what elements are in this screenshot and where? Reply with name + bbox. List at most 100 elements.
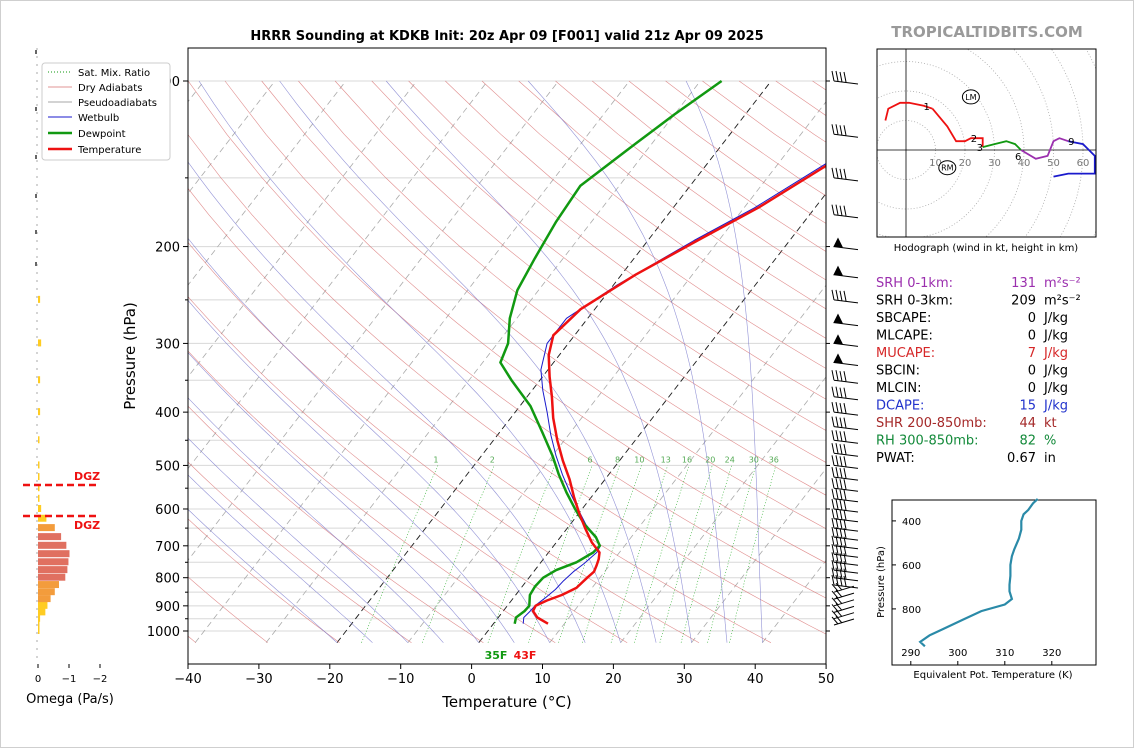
- wind-barb-staff: [831, 455, 859, 469]
- index-label: MLCIN:: [876, 381, 921, 396]
- wind-barb-staff: [831, 498, 859, 513]
- index-value: 0: [1028, 381, 1036, 396]
- omega-bar: [38, 614, 41, 622]
- skewt-area: [188, 48, 826, 664]
- omega-bar: [38, 339, 42, 347]
- mixing-ratio-line: [659, 465, 713, 643]
- hodograph-height-label: 6: [1015, 152, 1021, 163]
- index-value: 131: [1011, 276, 1036, 291]
- skewt-frame: [187, 47, 827, 665]
- omega-xtick-label: −1: [62, 674, 77, 685]
- hodograph-segment: [982, 140, 1022, 151]
- pseudoadiabat-line: [685, 80, 763, 643]
- omega-bar: [38, 461, 40, 469]
- dry-adiabat-line: [261, 80, 826, 530]
- wind-barb: [833, 353, 859, 366]
- index-unit: kt: [1044, 416, 1057, 431]
- wind-barb: [831, 615, 855, 626]
- sfc-dew-label: 35F: [485, 649, 508, 662]
- dry-adiabat-line: [188, 350, 556, 643]
- xtick-label: −30: [245, 672, 272, 687]
- ytick-label: 900: [155, 600, 180, 615]
- wind-barb-staff: [831, 552, 859, 566]
- dry-adiabat-line: [518, 80, 826, 310]
- hodograph-segment: [884, 101, 933, 121]
- theta-e-plot: 290 300 310 320 400 600 800 Equivalent Pot. Te…: [876, 498, 1097, 681]
- omega-faint-mark: [35, 155, 37, 159]
- wind-barb: [831, 467, 859, 481]
- index-value: 7: [1028, 346, 1036, 361]
- omega-bar: [38, 524, 55, 532]
- index-unit: J/kg: [1043, 364, 1068, 379]
- index-unit: in: [1044, 451, 1056, 466]
- index-unit: m²s⁻²: [1044, 276, 1081, 291]
- omega-bar: [38, 436, 40, 444]
- wind-barb: [831, 498, 859, 513]
- dry-adiabat-line: [371, 80, 826, 431]
- wind-barb-pennant: [833, 313, 859, 327]
- hodograph-height-label: 2: [971, 134, 977, 145]
- omega-faint-mark: [35, 230, 37, 234]
- omega-bar: [38, 295, 41, 303]
- pseudoadiabat-line: [188, 299, 515, 643]
- wind-barb: [831, 518, 859, 532]
- skewt-xlabel: Temperature (°C): [441, 693, 571, 711]
- isotherm-line: [194, 80, 630, 643]
- theta-e-line: [918, 498, 1039, 648]
- omega-bar: [38, 550, 70, 558]
- hodograph-ring-label: 20: [959, 158, 972, 169]
- omega-bar: [38, 627, 40, 634]
- index-value: 0.67: [1007, 451, 1036, 466]
- dgz-label-top: DGZ: [74, 470, 100, 483]
- wind-barb: [831, 609, 855, 620]
- mixing-ratio-label: 24: [725, 455, 735, 464]
- pseudoadiabat-line: [279, 80, 657, 643]
- mixing-ratio-line: [487, 465, 555, 643]
- mixing-ratio-label: 36: [769, 455, 779, 464]
- omega-bar: [38, 504, 42, 512]
- pseudoadiabat-line: [188, 397, 444, 643]
- dry-adiabat-line: [408, 80, 826, 400]
- hodograph-ring-label: 50: [1047, 158, 1060, 169]
- legend-label-dewpoint: Dewpoint: [78, 129, 126, 140]
- wind-barb-staff: [831, 124, 859, 138]
- index-value: 0: [1028, 311, 1036, 326]
- pseudoadiabat-line: [188, 474, 373, 643]
- mixing-ratio-line: [422, 465, 495, 643]
- wind-barb-staff: [831, 609, 855, 620]
- wind-barb-staff: [831, 386, 859, 401]
- mixing-ratio-label: 8: [615, 455, 620, 464]
- theta-e-ylabel: Pressure (hPa): [876, 546, 887, 618]
- hodograph-height-label: 1: [924, 102, 930, 113]
- mixing-ratio-label: 6: [588, 455, 593, 464]
- wind-barb: [831, 567, 859, 582]
- mixing-ratio-label: 10: [634, 455, 644, 464]
- wind-barb-staff: [831, 527, 859, 541]
- series-temperature-line: [531, 164, 826, 625]
- index-label: MUCAPE:: [876, 346, 935, 361]
- wind-barb: [831, 370, 859, 384]
- omega-bar: [38, 620, 40, 628]
- xtick-label: 0: [467, 672, 475, 687]
- indices-panel: SRH 0-1km: 131 m²s⁻² SRH 0-3km: 209 m²s⁻² SBCA…: [876, 276, 1081, 466]
- omega-bar: [38, 408, 41, 416]
- hodograph-marker-label: LM: [965, 93, 976, 102]
- wind-barb-staff: [831, 402, 859, 416]
- ytick-label: 300: [155, 337, 180, 352]
- omega-xlabel: Omega (Pa/s): [26, 692, 114, 707]
- wind-barb: [831, 527, 859, 541]
- wind-barb-staff: [831, 535, 859, 550]
- pseudoadiabat-line: [198, 80, 621, 643]
- wind-barb-staff: [831, 167, 859, 182]
- dry-adiabat-line: [224, 80, 826, 564]
- legend-label-pseudo: Pseudoadiabats: [78, 98, 157, 109]
- xtick-label: −20: [316, 672, 343, 687]
- omega-bar: [38, 494, 40, 502]
- mixing-ratio-line: [729, 465, 777, 643]
- minus20-isotherm-line: [336, 80, 772, 643]
- xtick-label: −10: [387, 672, 414, 687]
- omega-bar: [38, 588, 55, 596]
- wind-barb-staff: [831, 478, 859, 492]
- legend-label-temperature: Temperature: [77, 145, 141, 156]
- dry-adiabat-line: [188, 635, 196, 643]
